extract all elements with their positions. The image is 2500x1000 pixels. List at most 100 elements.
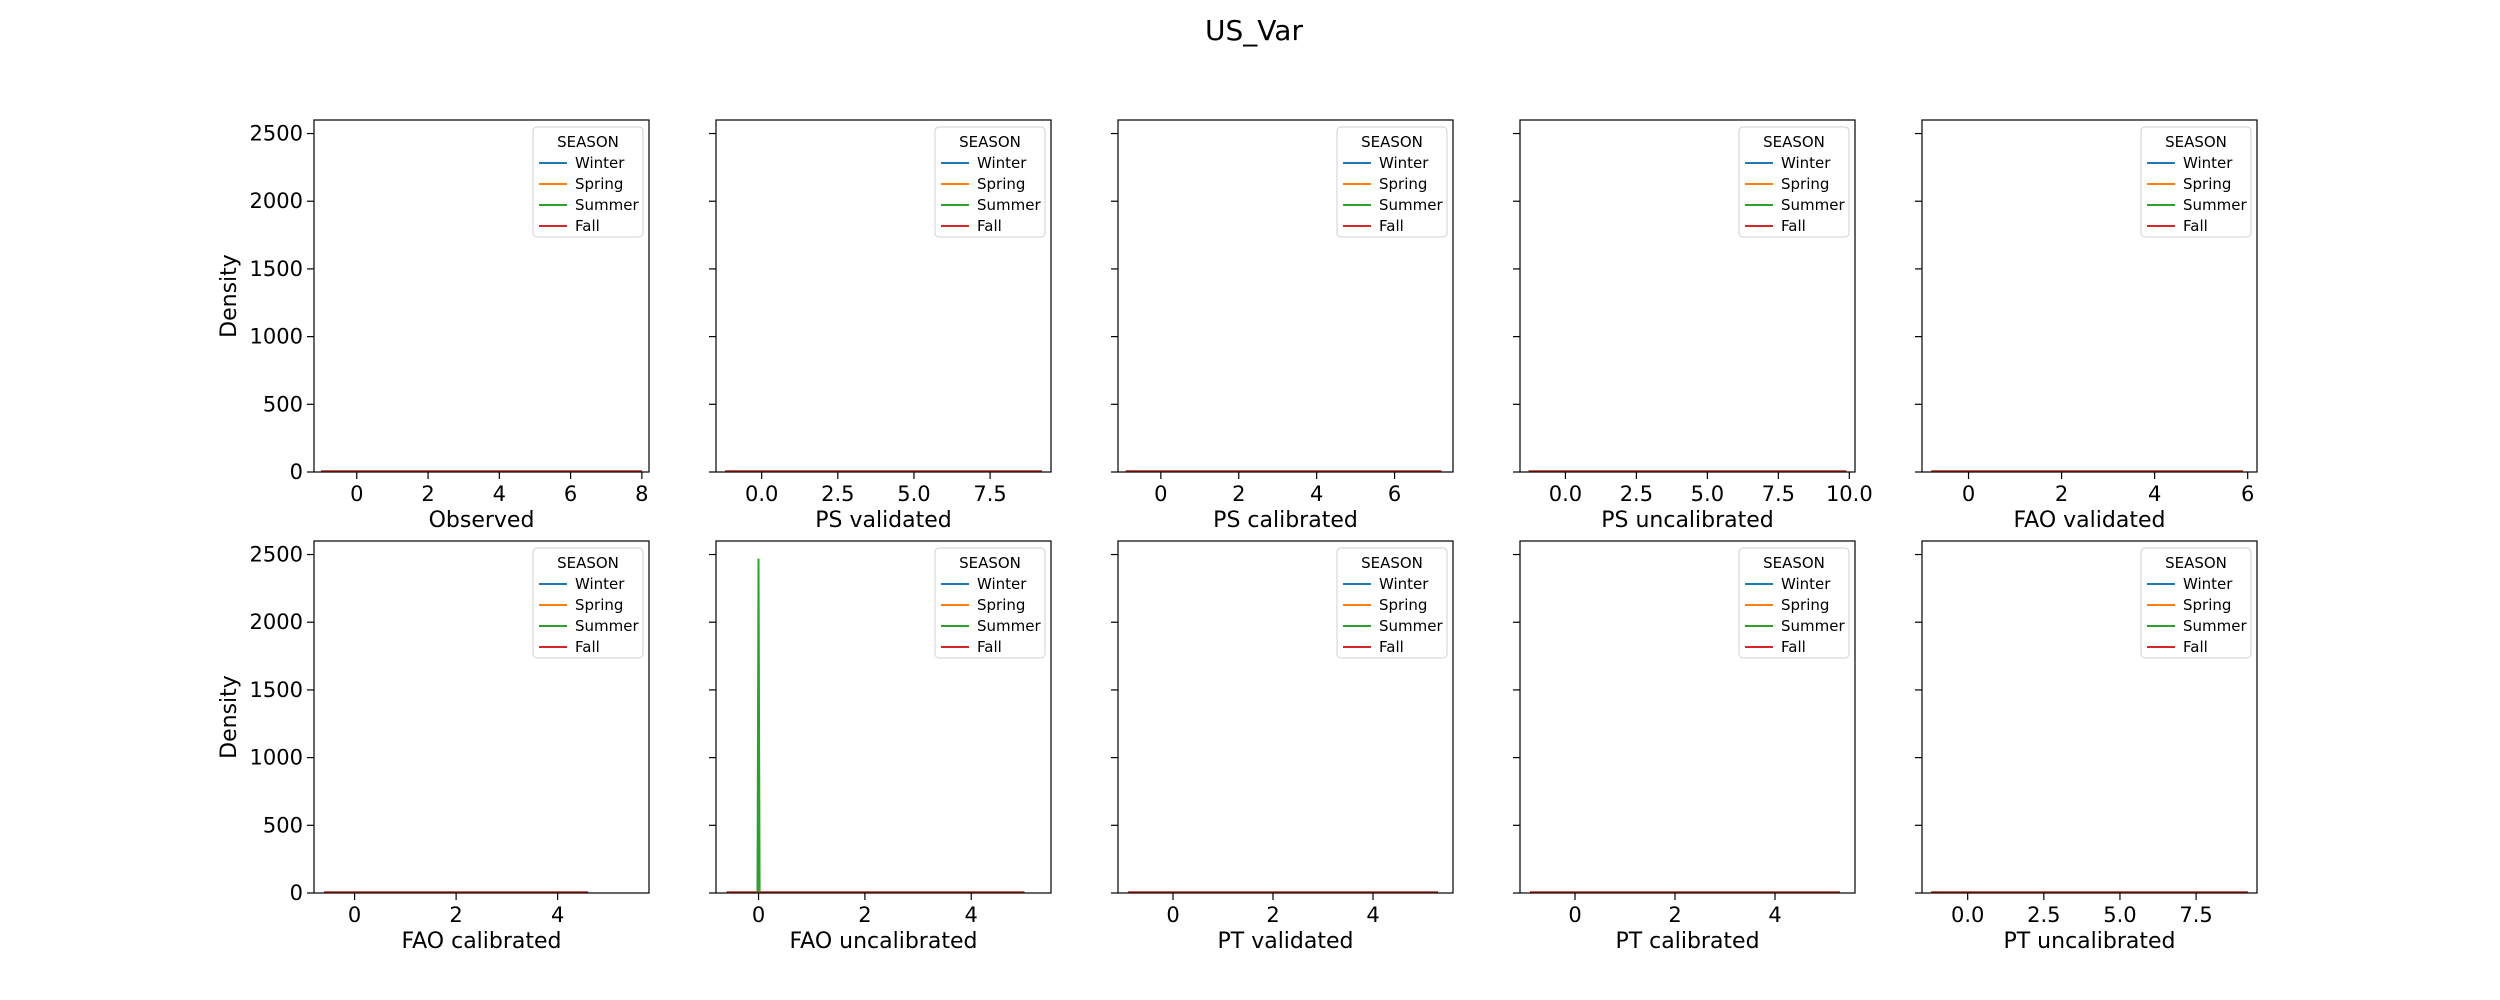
y-axis-label: Density bbox=[217, 675, 242, 759]
figure-title: US_Var bbox=[1205, 14, 1303, 47]
legend-box bbox=[532, 126, 644, 238]
legend-entry-spring: Spring bbox=[977, 175, 1025, 193]
x-tick-label: 4 bbox=[1310, 482, 1323, 506]
legend: SEASON Winter Spring Summer Fall bbox=[2140, 547, 2252, 659]
x-tick-label: 0 bbox=[348, 903, 361, 927]
legend-entry-fall: Fall bbox=[2183, 217, 2208, 235]
legend-entry-summer: Summer bbox=[575, 196, 639, 214]
x-axis-label: PS validated bbox=[815, 508, 952, 533]
legend-entry-spring: Spring bbox=[1379, 596, 1427, 614]
y-tick-label: 1000 bbox=[250, 325, 303, 349]
y-tick-label: 2500 bbox=[250, 122, 303, 146]
x-tick-label: 2.5 bbox=[2027, 903, 2060, 927]
y-tick-label: 500 bbox=[263, 392, 303, 416]
legend-entry-winter: Winter bbox=[1379, 575, 1429, 593]
x-tick-label: 4 bbox=[1366, 903, 1379, 927]
x-axis-label: PT calibrated bbox=[1615, 929, 1759, 954]
x-axis-label: FAO uncalibrated bbox=[790, 929, 978, 954]
legend-title: SEASON bbox=[557, 133, 619, 151]
legend-entry-winter: Winter bbox=[1379, 154, 1429, 172]
x-tick-label: 0.0 bbox=[745, 482, 778, 506]
legend: SEASON Winter Spring Summer Fall bbox=[532, 547, 644, 659]
x-tick-label: 2 bbox=[1232, 482, 1245, 506]
x-tick-label: 2 bbox=[2055, 482, 2068, 506]
x-tick-label: 0 bbox=[350, 482, 363, 506]
x-tick-label: 4 bbox=[965, 903, 978, 927]
x-axis-label: FAO validated bbox=[2014, 508, 2166, 533]
legend: SEASON Winter Spring Summer Fall bbox=[934, 547, 1046, 659]
legend-entry-winter: Winter bbox=[575, 575, 625, 593]
x-tick-label: 2 bbox=[1266, 903, 1279, 927]
legend-entry-fall: Fall bbox=[575, 217, 600, 235]
axes-frame bbox=[1117, 119, 1454, 473]
legend: SEASON Winter Spring Summer Fall bbox=[1336, 126, 1448, 238]
legend-box bbox=[934, 547, 1046, 659]
x-tick-label: 2.5 bbox=[821, 482, 854, 506]
y-tick-label: 500 bbox=[263, 813, 303, 837]
axes-frame bbox=[1921, 119, 2258, 473]
legend-entry-spring: Spring bbox=[1781, 596, 1829, 614]
y-tick-label: 0 bbox=[290, 460, 303, 484]
axes-frame bbox=[715, 119, 1052, 473]
y-tick-label: 2000 bbox=[250, 610, 303, 634]
y-axis-label: Density bbox=[217, 254, 242, 338]
legend-entry-fall: Fall bbox=[1379, 217, 1404, 235]
x-tick-label: 7.5 bbox=[1762, 482, 1795, 506]
legend-entry-winter: Winter bbox=[977, 575, 1027, 593]
legend-box bbox=[934, 126, 1046, 238]
legend-title: SEASON bbox=[1361, 554, 1423, 572]
legend-entry-winter: Winter bbox=[575, 154, 625, 172]
legend-box bbox=[532, 547, 644, 659]
legend-box bbox=[1336, 126, 1448, 238]
subplot-grid: 0 2 4 6 805001000150020002500ObservedDensity… bbox=[217, 119, 2258, 954]
x-axis-label: Observed bbox=[429, 508, 535, 533]
x-tick-label: 4 bbox=[2148, 482, 2161, 506]
x-tick-label: 0 bbox=[1166, 903, 1179, 927]
legend-entry-summer: Summer bbox=[2183, 196, 2247, 214]
legend-entry-summer: Summer bbox=[1379, 617, 1443, 635]
legend-entry-fall: Fall bbox=[2183, 638, 2208, 656]
legend-entry-spring: Spring bbox=[1781, 175, 1829, 193]
legend-entry-summer: Summer bbox=[1781, 196, 1845, 214]
legend-entry-summer: Summer bbox=[977, 196, 1041, 214]
x-tick-label: 0.0 bbox=[1951, 903, 1984, 927]
legend-box bbox=[2140, 547, 2252, 659]
legend-entry-fall: Fall bbox=[1379, 638, 1404, 656]
y-tick-label: 2500 bbox=[250, 543, 303, 567]
legend-title: SEASON bbox=[1361, 133, 1423, 151]
x-tick-label: 6 bbox=[1388, 482, 1401, 506]
axes-frame bbox=[1519, 540, 1856, 894]
legend-entry-summer: Summer bbox=[575, 617, 639, 635]
legend-box bbox=[1738, 547, 1850, 659]
legend-box bbox=[1336, 547, 1448, 659]
x-tick-label: 2 bbox=[858, 903, 871, 927]
legend-entry-fall: Fall bbox=[977, 638, 1002, 656]
legend-title: SEASON bbox=[959, 554, 1021, 572]
legend-entry-spring: Spring bbox=[2183, 596, 2231, 614]
y-tick-label: 1000 bbox=[250, 746, 303, 770]
x-tick-label: 4 bbox=[551, 903, 564, 927]
x-axis-label: PS calibrated bbox=[1213, 508, 1358, 533]
x-tick-label: 5.0 bbox=[2103, 903, 2136, 927]
x-tick-label: 2 bbox=[1668, 903, 1681, 927]
x-tick-label: 6 bbox=[564, 482, 577, 506]
legend-entry-spring: Spring bbox=[2183, 175, 2231, 193]
subplot-5: 0 2 4 6 FAO validated SEASON Winter Spring Summe… bbox=[1915, 119, 2258, 533]
x-tick-label: 0 bbox=[1154, 482, 1167, 506]
x-tick-label: 0.0 bbox=[1549, 482, 1582, 506]
subplot-6: 0 2 4 0 500 1000 1500 2000 2500 FAO calibrated Den… bbox=[217, 540, 650, 954]
x-tick-label: 4 bbox=[1768, 903, 1781, 927]
x-tick-label: 0 bbox=[1568, 903, 1581, 927]
subplot-9: 0 2 4 PT calibrated SEASON Winter Spring Summer… bbox=[1513, 540, 1856, 954]
legend-entry-summer: Summer bbox=[1781, 617, 1845, 635]
x-tick-label: 5.0 bbox=[897, 482, 930, 506]
x-tick-label: 10.0 bbox=[1826, 482, 1873, 506]
legend-entry-winter: Winter bbox=[2183, 575, 2233, 593]
legend-title: SEASON bbox=[1763, 554, 1825, 572]
y-tick-label: 0 bbox=[290, 881, 303, 905]
legend: SEASON Winter Spring Summer Fall bbox=[1738, 547, 1850, 659]
legend-entry-summer: Summer bbox=[1379, 196, 1443, 214]
legend-box bbox=[1738, 126, 1850, 238]
x-tick-label: 0 bbox=[1962, 482, 1975, 506]
